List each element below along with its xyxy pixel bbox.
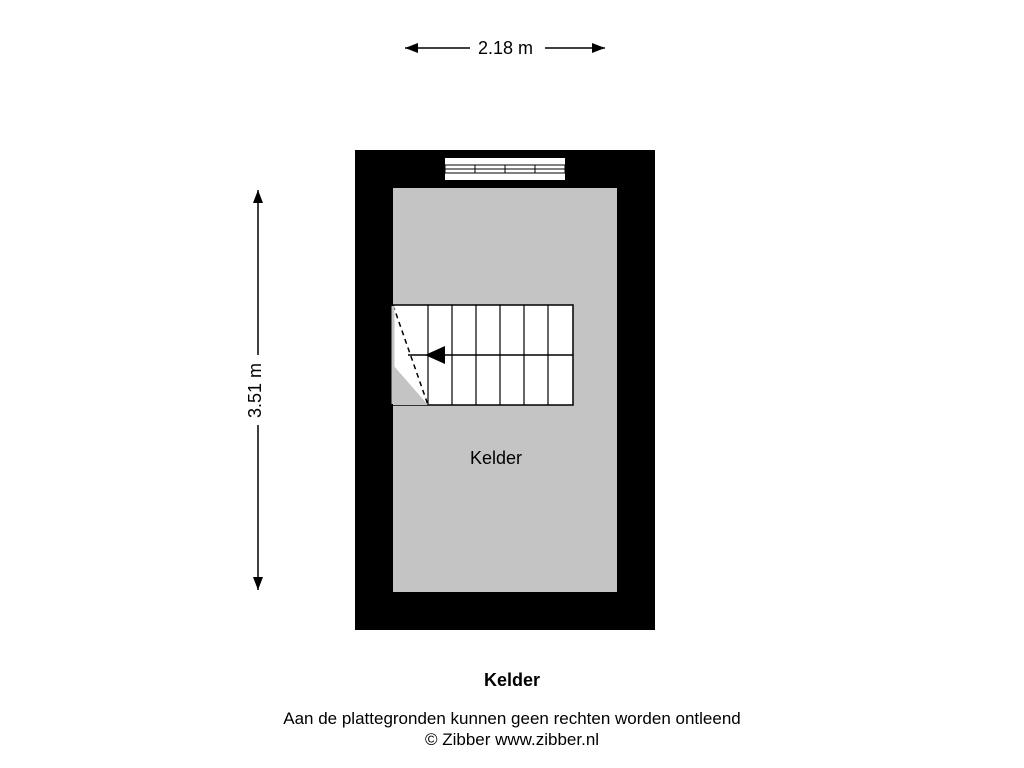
floorplan-canvas: 2.18 m 3.51 m Kelder Kelder Aan de platt…	[0, 0, 1024, 768]
floor-title: Kelder	[0, 670, 1024, 691]
disclaimer-line-2: © Zibber www.zibber.nl	[425, 730, 599, 749]
disclaimer-text: Aan de plattegronden kunnen geen rechten…	[0, 708, 1024, 751]
dimension-top	[0, 0, 1024, 768]
disclaimer-line-1: Aan de plattegronden kunnen geen rechten…	[283, 709, 740, 728]
room-label: Kelder	[470, 448, 522, 469]
staircase	[393, 305, 573, 405]
dimension-height-label: 3.51 m	[245, 363, 266, 418]
dimension-width-label: 2.18 m	[478, 38, 533, 59]
